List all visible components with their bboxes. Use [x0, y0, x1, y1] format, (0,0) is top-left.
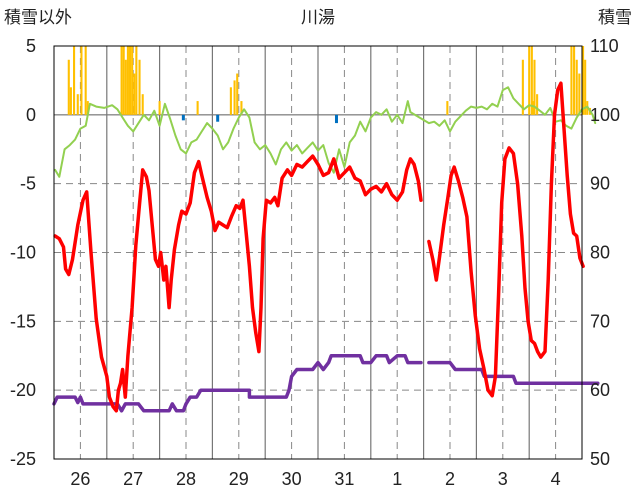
precip-bar	[530, 46, 533, 115]
x-tick-label: 4	[551, 469, 561, 489]
x-tick-label: 2	[445, 469, 455, 489]
snow-depth-line	[52, 354, 423, 413]
precip-bar	[528, 46, 531, 115]
y-left-tick-label: -15	[10, 311, 36, 331]
precip-bar	[229, 87, 232, 115]
label-layer: 積雪以外 積雪川湯50-5-10-15-20-251101009080706050…	[4, 8, 632, 489]
precip-bar	[135, 46, 138, 115]
precip-bar	[446, 101, 449, 115]
precip-bar	[582, 46, 585, 115]
x-tick-label: 27	[123, 469, 143, 489]
precip-bar	[80, 46, 83, 115]
y-right-tick-label: 110	[590, 36, 619, 56]
precip-bar	[131, 46, 134, 115]
precip-bar	[128, 46, 132, 115]
precip-bar	[575, 59, 578, 115]
precip-bar	[69, 87, 72, 115]
precip-bar	[67, 59, 70, 115]
left-axis-title: 積雪以外	[4, 8, 72, 28]
y-right-tick-label: 80	[590, 243, 610, 263]
precip-bar	[521, 59, 524, 115]
x-tick-label: 31	[334, 469, 354, 489]
x-tick-label: 30	[282, 469, 302, 489]
precip-bar	[86, 101, 89, 115]
y-right-tick-label: 50	[590, 449, 610, 469]
x-tick-label: 1	[392, 469, 402, 489]
precip-bar	[158, 101, 161, 115]
precip-bar	[578, 73, 581, 115]
x-tick-label: 28	[176, 469, 196, 489]
precip-bar	[124, 59, 127, 115]
temperature-line	[53, 154, 423, 413]
humidity-line	[54, 86, 597, 178]
wind-mark	[334, 114, 338, 124]
y-left-tick-label: -5	[20, 174, 36, 194]
precip-bar	[573, 46, 576, 115]
chart-title: 川湯	[301, 8, 335, 28]
precip-bar	[196, 101, 199, 115]
grid-layer	[54, 46, 582, 459]
y-right-tick-label: 90	[590, 174, 610, 194]
x-tick-label: 3	[498, 469, 508, 489]
precipitation-layer	[67, 46, 591, 115]
y-left-tick-label: -10	[10, 243, 36, 263]
plot-frame	[53, 45, 583, 460]
precip-bar	[73, 46, 76, 115]
precip-bar	[120, 46, 123, 115]
precip-bar	[236, 73, 239, 115]
wind-mark	[216, 114, 220, 122]
y-left-tick-label: 5	[26, 36, 36, 56]
temperature-line	[427, 81, 585, 398]
precip-bar	[122, 46, 125, 115]
y-right-tick-label: 70	[590, 311, 610, 331]
precip-bar	[570, 46, 573, 115]
y-right-tick-label: 60	[590, 380, 610, 400]
y-left-tick-label: -20	[10, 380, 36, 400]
precip-bar	[133, 73, 136, 115]
precip-bar	[138, 59, 141, 115]
precip-bar	[84, 46, 87, 115]
precip-bar	[533, 59, 536, 115]
wind-mark	[181, 114, 185, 121]
precip-bar	[532, 101, 535, 115]
y-left-tick-label: 0	[26, 105, 36, 125]
precip-bar	[240, 101, 243, 115]
right-axis-title: 積雪	[598, 8, 632, 28]
y-right-tick-label: 100	[590, 105, 620, 125]
precip-bar	[584, 59, 587, 115]
line-layer	[52, 81, 600, 413]
x-tick-label: 29	[229, 469, 249, 489]
y-left-tick-label: -25	[10, 449, 36, 469]
precip-bar	[126, 46, 129, 115]
precip-bar	[233, 80, 236, 115]
precip-bar	[76, 94, 79, 115]
precip-bar	[536, 94, 539, 115]
x-tick-label: 26	[70, 469, 90, 489]
precip-bar	[141, 94, 144, 115]
snow-depth-line	[427, 360, 600, 386]
wind-layer	[181, 114, 338, 124]
